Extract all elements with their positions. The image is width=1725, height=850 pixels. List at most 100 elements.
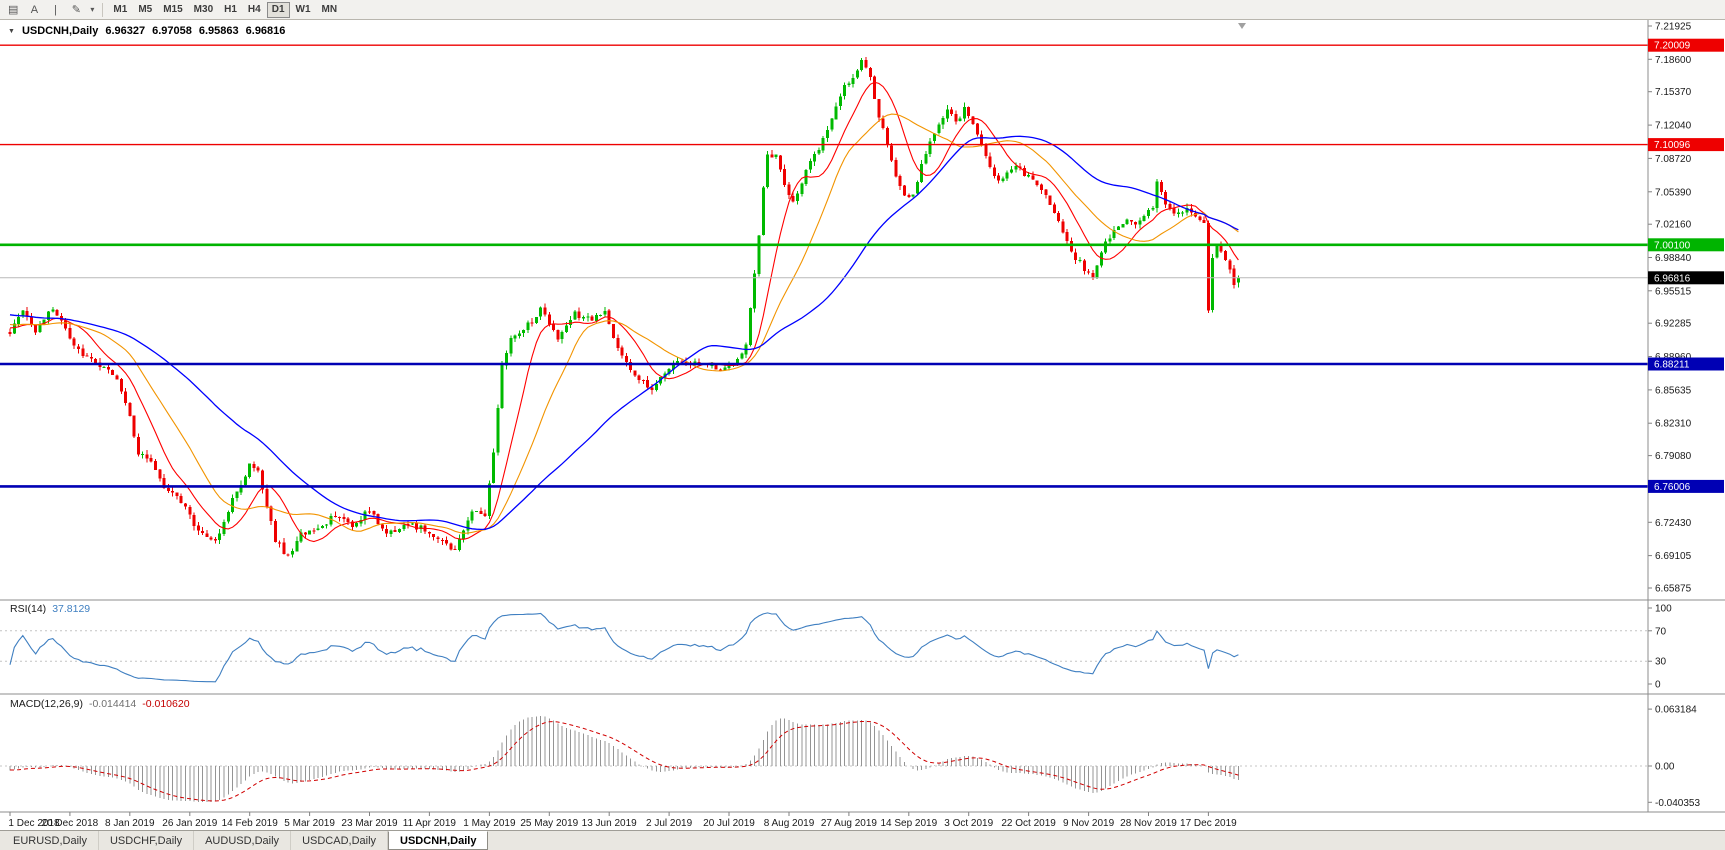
price-axis-badge: 7.00100	[1648, 238, 1724, 252]
toolbar-separator	[102, 2, 104, 17]
svg-text:7.02160: 7.02160	[1655, 220, 1692, 231]
svg-text:6.79080: 6.79080	[1655, 451, 1692, 462]
svg-text:20 Dec 2018: 20 Dec 2018	[42, 818, 99, 829]
low-value: 6.95863	[198, 25, 239, 37]
ma-mid-line	[9, 113, 1239, 534]
price-axis-badge: 7.20009	[1648, 38, 1724, 52]
svg-text:6.95515: 6.95515	[1655, 286, 1692, 297]
svg-text:8 Aug 2019: 8 Aug 2019	[764, 818, 815, 829]
svg-text:2 Jul 2019: 2 Jul 2019	[646, 818, 693, 829]
svg-text:7.12040: 7.12040	[1655, 121, 1692, 132]
symbol-period-label: USDCNH,Daily	[21, 25, 99, 37]
rsi-indicator-label: RSI(14) 37.8129	[10, 603, 90, 615]
price-axis: 7.21925 7.18600 7.15370 7.12040 7.08720 7.053…	[1648, 22, 1692, 595]
close-value: 6.96816	[245, 25, 286, 37]
drawing-tools-icon[interactable]: ✎	[71, 4, 82, 16]
price-axis-badge: 7.10096	[1648, 138, 1724, 152]
svg-text:1 Dec 2018: 1 Dec 2018	[8, 818, 60, 829]
price-axis-badge: 6.76006	[1648, 479, 1724, 493]
price-axis-badge: 6.88211	[1648, 357, 1724, 371]
ma-slow-line	[9, 135, 1239, 531]
svg-text:70: 70	[1655, 626, 1667, 637]
symbol-tab-eurusd[interactable]: EURUSD,Daily	[2, 831, 99, 850]
timeframe-button-h4[interactable]: H4	[247, 4, 261, 15]
main-toolbar: ▤ A | ✎ ▾ M1 M5 M15 M30 H1 H4 D1 W1 MN	[0, 0, 1725, 20]
svg-text:6.96816: 6.96816	[1654, 273, 1691, 284]
macd-signal-value: -0.010620	[142, 698, 190, 710]
svg-text:7.10096: 7.10096	[1654, 140, 1691, 151]
svg-text:13 Jun 2019: 13 Jun 2019	[582, 818, 637, 829]
svg-text:14 Feb 2019: 14 Feb 2019	[222, 818, 279, 829]
macd-axis: 0.063184 0.00 -0.040353	[1648, 705, 1700, 809]
svg-text:20 Jul 2019: 20 Jul 2019	[703, 818, 755, 829]
svg-text:7.08720: 7.08720	[1655, 154, 1692, 165]
svg-text:7.18600: 7.18600	[1655, 55, 1692, 66]
symbol-tab-usdchf[interactable]: USDCHF,Daily	[99, 831, 195, 850]
text-label-tool-icon[interactable]: A	[30, 3, 39, 16]
panel-separators[interactable]	[0, 20, 1725, 813]
svg-text:6.88211: 6.88211	[1654, 360, 1690, 371]
svg-text:-0.040353: -0.040353	[1655, 798, 1700, 809]
scroll-anchor-icon[interactable]	[1238, 23, 1246, 29]
svg-text:1 May 2019: 1 May 2019	[463, 818, 516, 829]
svg-text:6.76006: 6.76006	[1654, 482, 1691, 493]
timeframe-button-m15[interactable]: M15	[163, 4, 183, 15]
high-value: 6.97058	[152, 25, 192, 37]
svg-text:0.00: 0.00	[1655, 762, 1675, 773]
one-click-panel-arrow[interactable]: ▼	[8, 27, 15, 35]
rsi-line	[9, 612, 1239, 683]
svg-text:8 Jan 2019: 8 Jan 2019	[105, 818, 155, 829]
timeframe-button-h1[interactable]: H1	[224, 4, 237, 15]
svg-text:6.92285: 6.92285	[1655, 319, 1692, 330]
timeframe-button-w1[interactable]: W1	[295, 4, 311, 15]
svg-text:7.05390: 7.05390	[1655, 187, 1692, 198]
drawing-tools-dropdown-arrow[interactable]: ▾	[90, 5, 95, 14]
timeframe-button-m30[interactable]: M30	[193, 4, 214, 15]
symbol-tabbar: EURUSD,Daily USDCHF,Daily AUDUSD,Daily USDC…	[0, 830, 1725, 850]
price-axis-badge: 6.96816	[1648, 271, 1724, 285]
svg-text:7.15370: 7.15370	[1655, 87, 1692, 98]
svg-text:6.82310: 6.82310	[1655, 419, 1692, 430]
symbol-tab-usdcnh[interactable]: USDCNH,Daily	[388, 831, 489, 850]
svg-text:25 May 2019: 25 May 2019	[520, 818, 578, 829]
svg-text:26 Jan 2019: 26 Jan 2019	[162, 818, 217, 829]
rsi-axis: 100 70 30 0	[1648, 604, 1672, 691]
svg-text:6.72430: 6.72430	[1655, 518, 1692, 529]
svg-text:0: 0	[1655, 680, 1661, 691]
svg-text:6.69105: 6.69105	[1655, 551, 1692, 562]
svg-text:6.98840: 6.98840	[1655, 253, 1692, 264]
svg-text:14 Sep 2019: 14 Sep 2019	[880, 818, 937, 829]
rsi-name: RSI(14)	[10, 603, 47, 615]
svg-text:3 Oct 2019: 3 Oct 2019	[944, 818, 993, 829]
timeframe-button-mn[interactable]: MN	[321, 4, 338, 15]
timeframe-button-m5[interactable]: M5	[138, 4, 153, 15]
macd-signal-line	[10, 720, 1239, 802]
svg-text:6.65875: 6.65875	[1655, 584, 1692, 595]
open-value: 6.96327	[105, 25, 146, 37]
timeframe-button-m1[interactable]: M1	[113, 4, 128, 15]
chart-ohlc-label: ▼ USDCNH,Daily 6.96327 6.97058 6.95863 6…	[8, 25, 285, 37]
svg-text:28 Nov 2019: 28 Nov 2019	[1120, 818, 1177, 829]
rsi-value: 37.8129	[52, 603, 91, 615]
svg-text:7.21925: 7.21925	[1655, 22, 1692, 33]
vertical-line-tool-icon[interactable]: |	[53, 3, 57, 16]
macd-indicator-label: MACD(12,26,9) -0.014414 -0.010620	[10, 698, 190, 710]
svg-text:0.063184: 0.063184	[1655, 705, 1697, 716]
symbol-tab-audusd[interactable]: AUDUSD,Daily	[194, 831, 292, 850]
svg-text:30: 30	[1655, 657, 1667, 668]
svg-text:6.85635: 6.85635	[1655, 385, 1692, 396]
svg-text:22 Oct 2019: 22 Oct 2019	[1001, 818, 1056, 829]
svg-text:7.00100: 7.00100	[1654, 240, 1691, 251]
chart-objects-icon[interactable]: ▤	[8, 4, 19, 16]
ma-fast-line	[9, 81, 1239, 543]
macd-main-value: -0.014414	[88, 698, 137, 710]
svg-text:5 Mar 2019: 5 Mar 2019	[284, 818, 335, 829]
timeframe-buttons-group: M1 M5 M15 M30 H1 H4 D1 W1 MN	[108, 1, 342, 18]
symbol-tab-usdcad[interactable]: USDCAD,Daily	[291, 831, 389, 850]
macd-histogram	[9, 715, 1239, 803]
timeframe-button-d1[interactable]: D1	[266, 1, 290, 18]
svg-text:9 Nov 2019: 9 Nov 2019	[1063, 818, 1115, 829]
